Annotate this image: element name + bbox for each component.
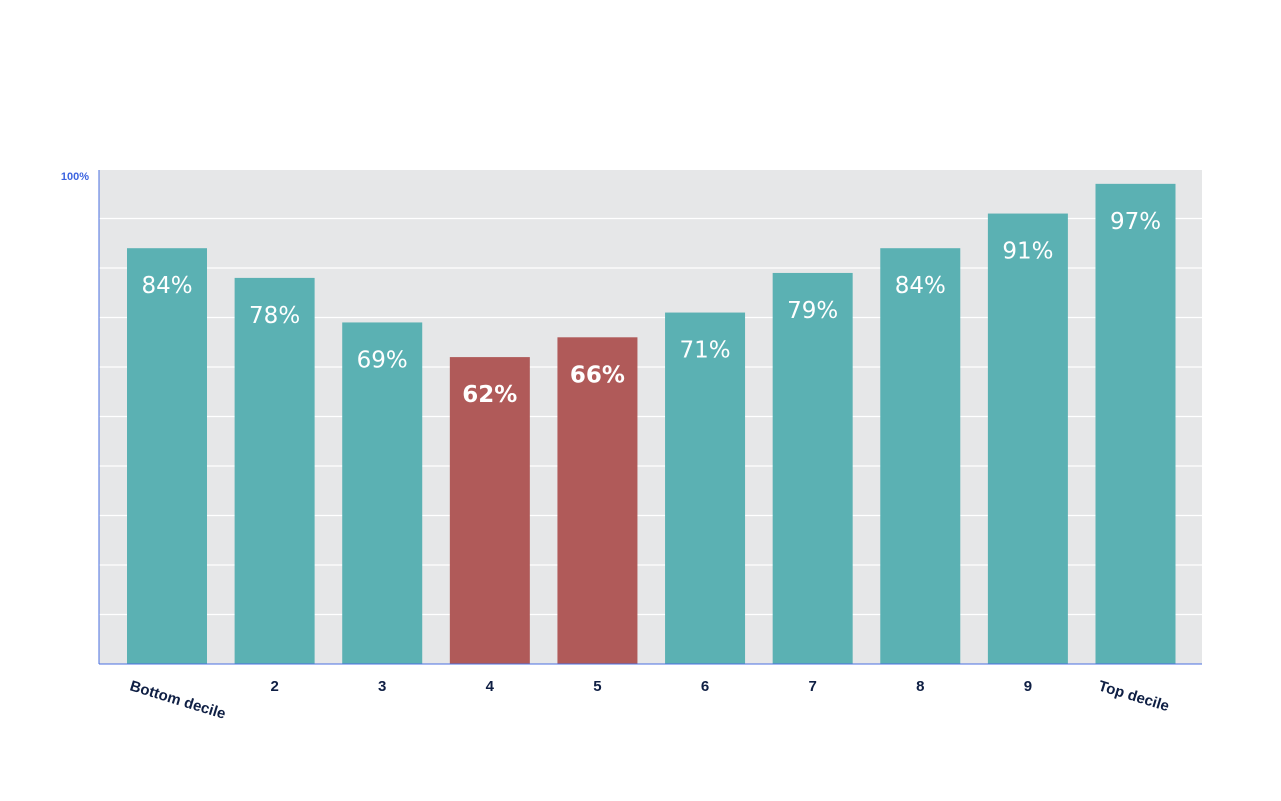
x-axis-ticks: Bottom decile 2 3 4 5 6 7 8 9 Top decile [128,678,1171,723]
bar-value-label: 91% [1002,239,1053,265]
bar-value-label: 66% [570,362,625,388]
x-tick-label: 6 [701,678,709,695]
bar-value-label: 71% [679,338,730,364]
bar-value-label: 78% [249,303,300,329]
bar [665,312,746,664]
bar [987,213,1068,665]
x-tick-label: 4 [486,678,495,695]
y-tick-label: 100% [61,171,89,183]
x-tick-label: 5 [593,678,601,695]
bar [127,248,207,664]
bar-value-label: 84% [895,273,946,299]
x-tick-label: 7 [808,678,816,695]
x-tick-label: 8 [916,678,924,695]
bar [234,277,315,664]
bars [127,183,1176,665]
bar [772,272,853,664]
bar-value-label: 62% [462,382,517,408]
bar [1095,183,1176,664]
bar [342,322,423,664]
bar [449,357,530,664]
bar-value-label: 69% [357,347,408,373]
bar-value-label: 97% [1110,209,1161,235]
x-tick-label: Top decile [1096,678,1171,716]
bar-value-labels: 84% 78% 69% 62% 66% 71% 79% 84% 91% 97% [141,209,1161,408]
bar-value-label: 79% [787,298,838,324]
bar-value-label: 84% [141,273,192,299]
x-tick-label: Bottom decile [128,678,228,723]
x-tick-label: 9 [1024,678,1032,695]
x-tick-label: 2 [270,678,278,695]
x-tick-label: 3 [378,678,386,695]
bar [880,248,961,664]
bar [557,337,638,664]
y-axis-ticks: 100% [61,171,89,183]
